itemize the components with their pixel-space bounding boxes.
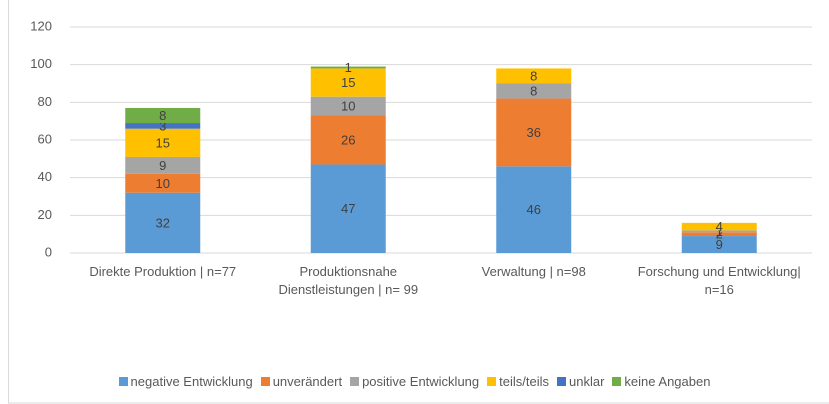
data-label: 10 (341, 99, 355, 114)
legend-swatch (557, 377, 566, 386)
legend-item: negative Entwicklung (118, 374, 253, 389)
bar-segment (681, 232, 757, 237)
bar-segment (681, 236, 757, 253)
data-label: 36 (527, 125, 541, 140)
x-tick-label: Produktionsnahe Dienstleistungen | n= 99 (278, 264, 419, 297)
bar-segment (496, 83, 572, 99)
legend-label: positive Entwicklung (362, 374, 480, 389)
data-label: 1 (345, 60, 352, 75)
y-tick-label: 80 (38, 94, 52, 109)
bar-segment (310, 164, 386, 253)
data-label: 3 (159, 118, 166, 133)
bar-segment (310, 96, 386, 116)
data-label: 46 (527, 202, 541, 217)
bar-segment (310, 66, 386, 69)
y-tick-label: 20 (38, 207, 52, 222)
bar-segment (125, 156, 201, 174)
legend-label: teils/teils (499, 374, 549, 389)
legend-swatch (612, 377, 622, 386)
data-label: 9 (716, 237, 723, 252)
legend-item: unklar (557, 374, 604, 389)
legend-item: positive Entwicklung (350, 374, 479, 389)
legend-item: teils/teils (487, 374, 549, 389)
legend-swatch (118, 377, 128, 386)
data-label: 15 (156, 135, 170, 150)
data-label: 8 (530, 68, 537, 83)
x-tick-label: Direkte Produktion | n=77 (89, 264, 237, 279)
legend-item: keine Angaben (612, 374, 710, 389)
data-label: 47 (341, 201, 355, 216)
bar-segment (125, 107, 201, 124)
bar-segment (125, 128, 201, 157)
chart-border (8, 0, 829, 404)
data-label: 15 (341, 75, 355, 90)
legend-label: keine Angaben (624, 374, 711, 389)
x-tick-label: Verwaltung | n=98 (481, 264, 586, 279)
data-label: 9 (159, 158, 166, 173)
y-tick-label: 60 (38, 131, 52, 146)
legend-label: negative Entwicklung (130, 374, 253, 389)
legend-label: unverändert (272, 374, 343, 389)
bar-segment (125, 123, 201, 129)
legend-item: unverändert (260, 374, 343, 389)
legend: negative Entwicklung unverändert positive … (0, 374, 829, 389)
data-label: 8 (159, 108, 166, 123)
bar-segment (125, 192, 201, 253)
bar-segment (681, 230, 757, 233)
data-label: 26 (341, 132, 355, 147)
data-label: 32 (156, 215, 170, 230)
bar-segment (496, 98, 572, 167)
bar-segment (125, 173, 201, 193)
bar-segment (681, 222, 757, 231)
legend-swatch (487, 377, 497, 386)
data-label: 2 (716, 227, 723, 242)
y-tick-label: 120 (30, 18, 52, 33)
data-label: 8 (530, 83, 537, 98)
x-tick-label: Forschung und Entwicklung| n=16 (637, 264, 801, 297)
bar-segment (310, 115, 386, 165)
legend-swatch (260, 377, 270, 386)
legend-label: unklar (569, 374, 605, 389)
y-tick-label: 100 (30, 56, 52, 71)
y-tick-label: 0 (45, 244, 52, 259)
data-label: 10 (156, 176, 170, 191)
bar-segment (310, 68, 386, 97)
data-label: 4 (716, 219, 723, 234)
bar-segment (496, 166, 572, 253)
legend-swatch (350, 377, 360, 386)
y-tick-label: 40 (38, 169, 52, 184)
bar-segment (496, 68, 572, 84)
data-label: 1 (716, 224, 723, 239)
